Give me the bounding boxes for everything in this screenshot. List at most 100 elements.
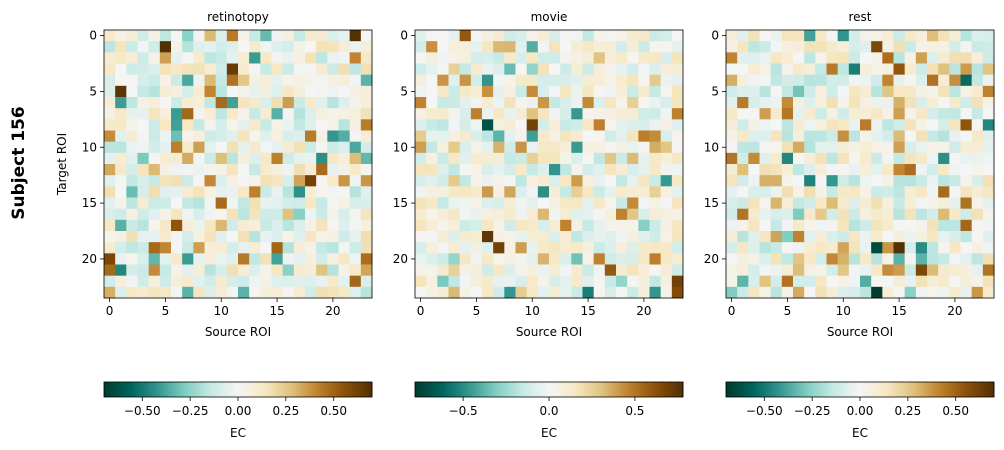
heatmap-cell [482,52,494,64]
heatmap-cell [638,141,650,154]
heatmap-cell [616,63,628,76]
heatmap-cell [415,231,427,243]
heatmap-cell [349,119,362,131]
x-tick-label: 0 [106,304,114,318]
heatmap-cell [526,52,539,64]
heatmap-cell [627,286,639,299]
colorbar-segment [757,382,760,397]
heatmap-cell [271,108,284,120]
heatmap-cell [882,30,894,42]
heatmap-cell [482,175,494,187]
heatmap-cell [104,97,116,109]
heatmap-cell [804,108,816,120]
heatmap-cell [182,85,194,98]
colorbar-segment [287,382,290,397]
heatmap-cell [971,108,984,120]
heatmap-cell [671,41,684,53]
heatmap-cell [426,63,438,76]
heatmap-cell [837,175,850,187]
colorbar-segment [860,382,863,397]
heatmap-cell [448,242,461,254]
heatmap-cell [148,97,161,109]
heatmap-cell [327,186,339,198]
heatmap-cell [226,119,239,131]
heatmap-cell [960,164,973,176]
panel-title: retinotopy [207,10,269,24]
heatmap-cell [927,286,939,299]
heatmap-cell [837,52,850,64]
heatmap-cell [260,186,272,198]
heatmap-cell [338,119,351,131]
heatmap-cell [748,231,760,243]
heatmap-cell [482,242,494,254]
y-tick-label: 5 [711,84,719,98]
colorbar-segment [920,382,924,397]
heatmap-cell [271,186,284,198]
heatmap-cell [660,152,673,165]
heatmap-cell [526,152,539,165]
heatmap-cell [560,119,572,131]
heatmap-cell [437,164,449,176]
heatmap-cell [893,286,906,299]
colorbar-segment [220,382,223,397]
heatmap-cell [927,30,939,42]
heatmap-cell [148,74,161,87]
heatmap-cell [671,186,684,198]
heatmap-cell [215,242,228,254]
heatmap-cell [493,242,505,254]
heatmap-cell [560,275,572,288]
heatmap-cell [893,141,906,154]
heatmap-cell [470,219,483,232]
colorbar-segment [367,382,371,397]
colorbar-segment [502,382,505,397]
colorbar-segment [179,382,183,397]
heatmap-cell [649,197,662,210]
heatmap-cell [860,164,872,176]
heatmap-cell [882,85,894,98]
heatmap-cell [226,231,239,243]
heatmap-cell [748,175,760,187]
heatmap-cell [638,119,650,131]
heatmap-cell [293,253,306,265]
heatmap-cell [759,208,772,221]
heatmap-cell [649,52,662,64]
heatmap-cell [616,253,628,265]
heatmap-cell [226,253,239,265]
heatmap-cell [204,41,217,53]
heatmap-frame [414,29,684,299]
heatmap-cell [148,152,161,165]
heatmap-cell [781,231,794,243]
heatmap-cell [793,152,805,165]
heatmap-cell [515,253,528,265]
colorbar-segment [430,382,434,397]
heatmap-cell [171,186,183,198]
heatmap-cell [182,119,194,131]
heatmap-cell [904,97,917,109]
colorbar-segment [497,382,501,397]
heatmap-cell [982,52,995,64]
heatmap-cell [826,264,839,277]
heatmap-cell [193,275,205,288]
heatmap-cell [148,208,161,221]
panel-title: rest [848,10,871,24]
heatmap-cell [804,164,816,176]
heatmap-cell [526,108,539,120]
colorbar-segment [112,382,116,397]
heatmap-cell [526,264,539,277]
heatmap-cell [915,97,928,109]
heatmap-cell [215,74,228,87]
heatmap-cell [638,97,650,109]
heatmap-cell [349,186,362,198]
heatmap-cell [770,108,783,120]
heatmap-cell [582,141,595,154]
heatmap-cell [104,197,116,210]
heatmap-cell [282,164,295,176]
heatmap-cell [860,41,872,53]
heatmap-cell [437,41,449,53]
heatmap-cell [526,286,539,299]
heatmap-cell [215,52,228,64]
heatmap-cell [793,97,805,109]
colorbar-segment [208,382,212,397]
heatmap-cell [582,231,595,243]
